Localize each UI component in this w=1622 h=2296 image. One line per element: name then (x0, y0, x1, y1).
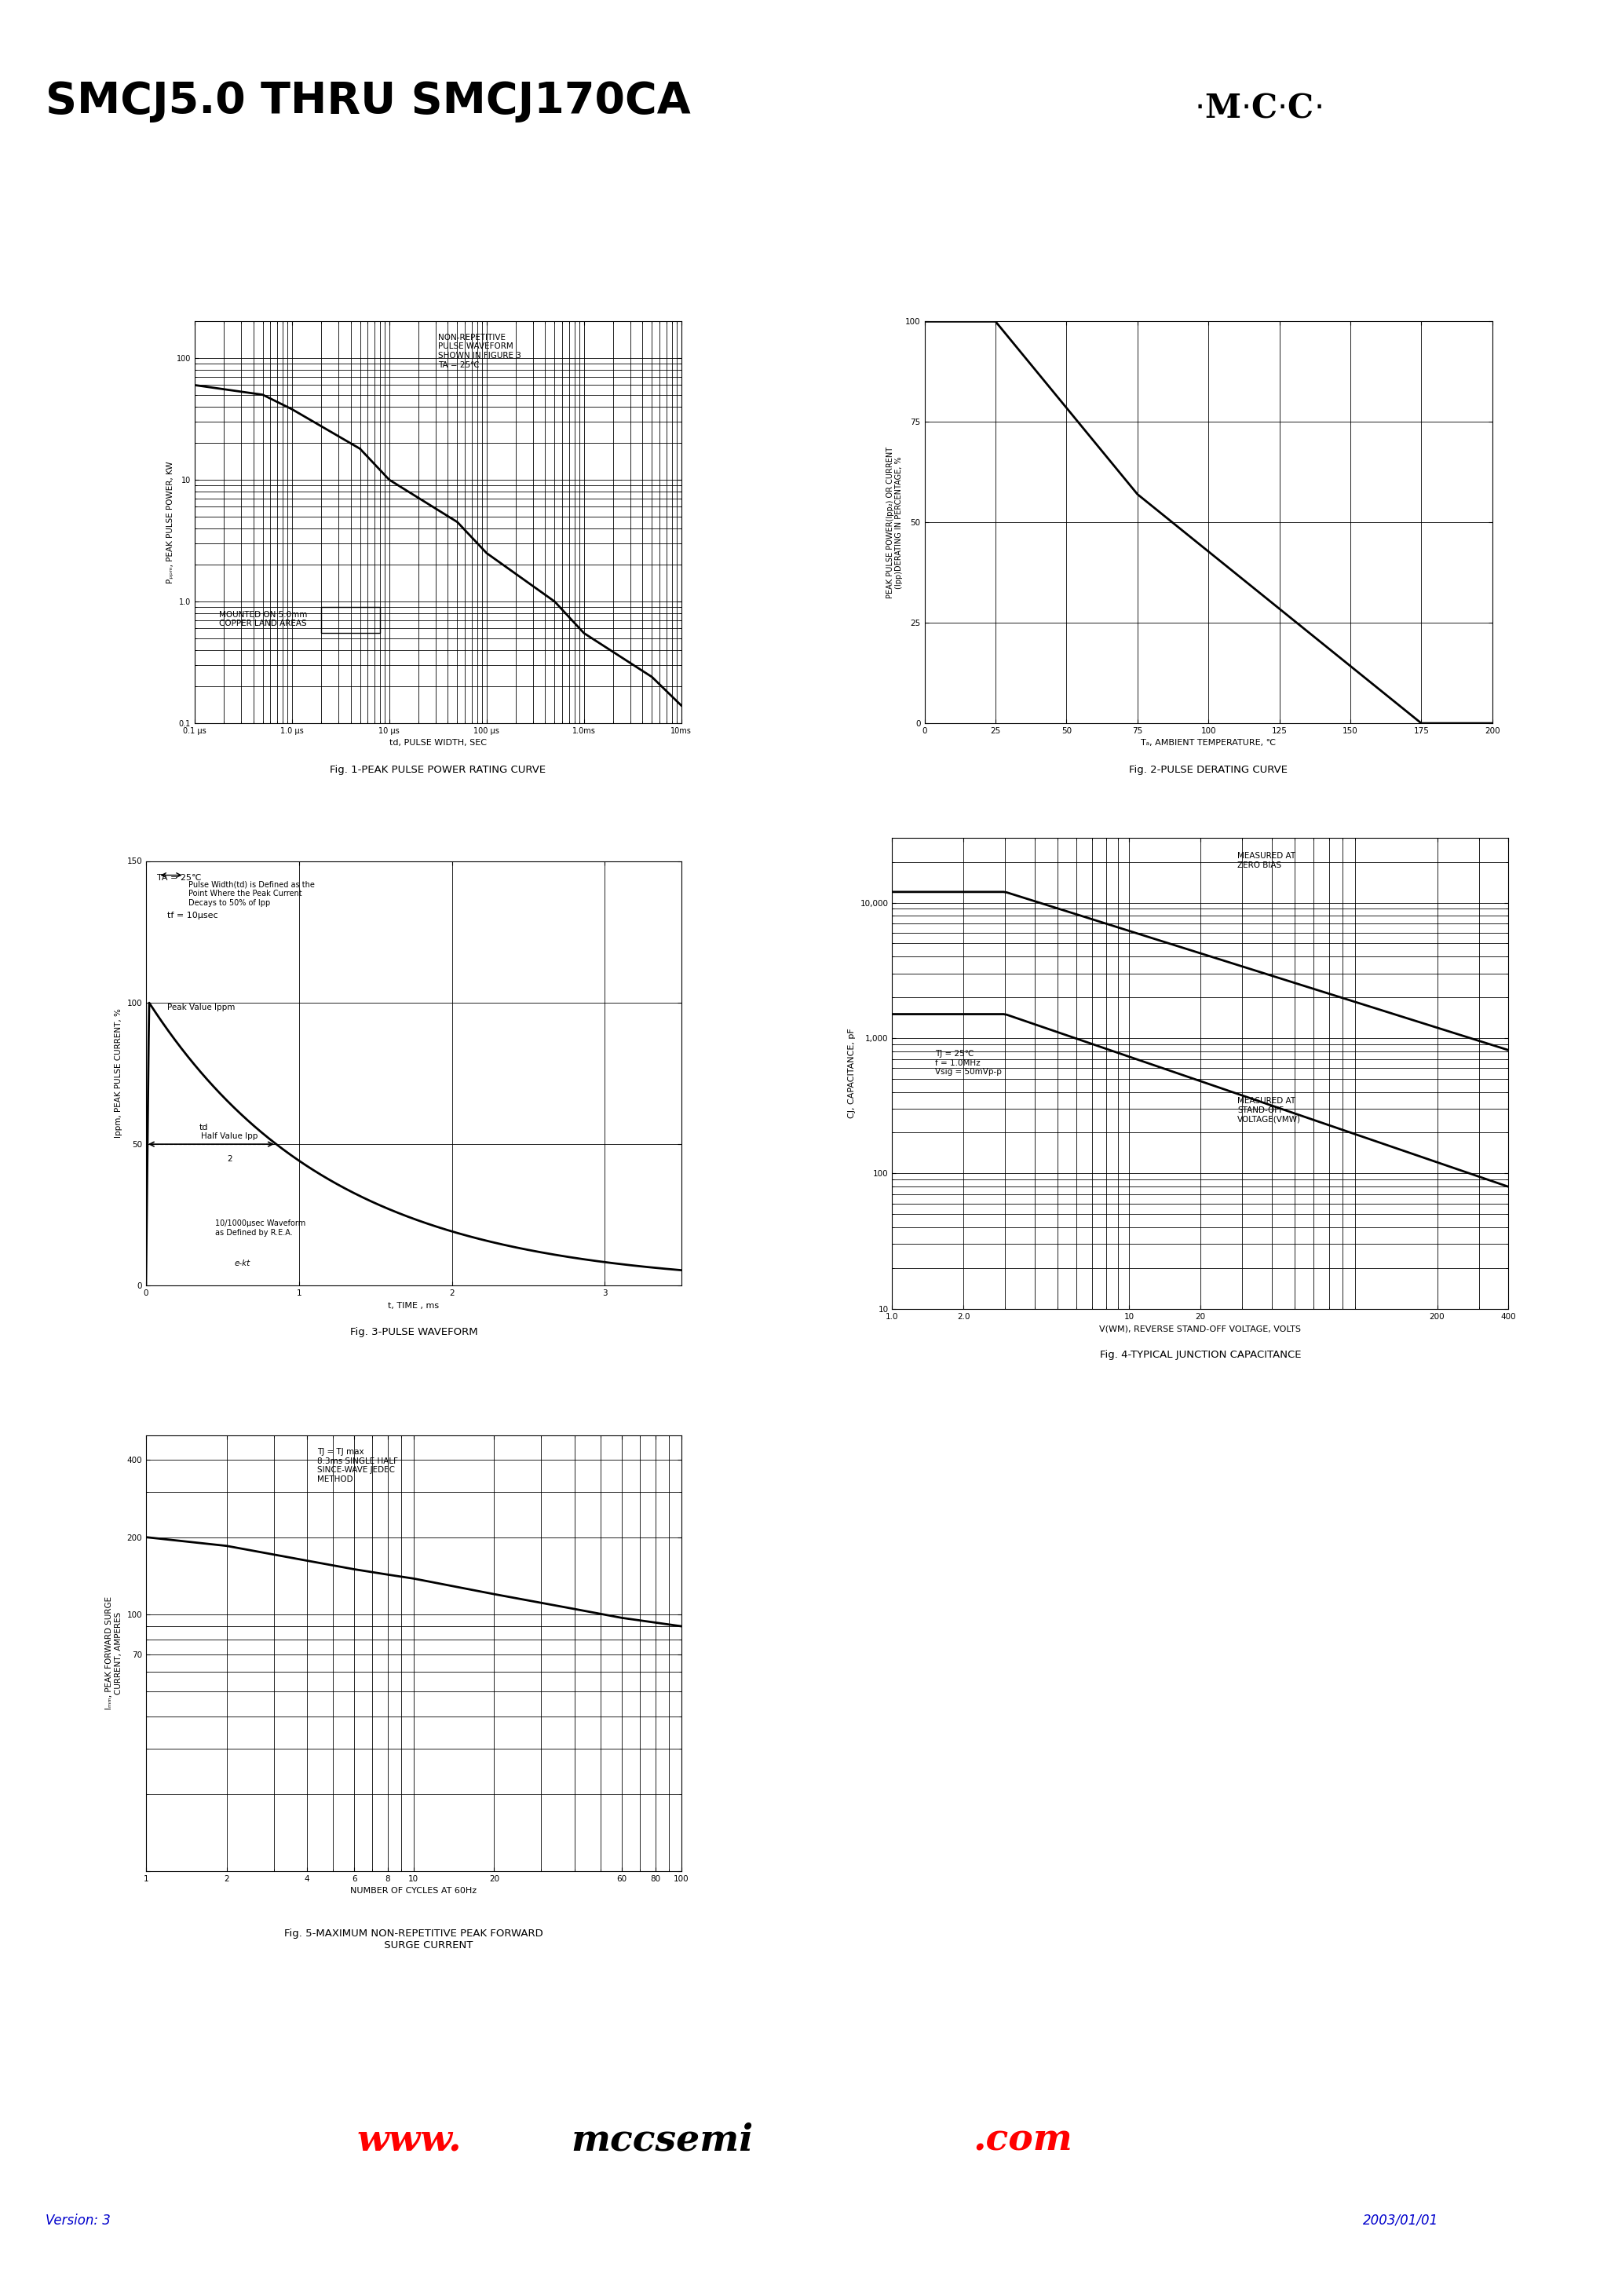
Text: NON-REPETITIVE
PULSE WAVEFORM
SHOWN IN FIGURE 3
TA = 25℃: NON-REPETITIVE PULSE WAVEFORM SHOWN IN F… (438, 333, 521, 370)
Text: Fig. 3-PULSE WAVEFORM: Fig. 3-PULSE WAVEFORM (350, 1327, 477, 1336)
Text: e-kt: e-kt (235, 1261, 250, 1267)
Text: MEASURED AT
STAND-OFF
VOLTAGE(VMW): MEASURED AT STAND-OFF VOLTAGE(VMW) (1238, 1097, 1301, 1123)
Text: $\cdot$M$\cdot$C$\cdot$C$\cdot$: $\cdot$M$\cdot$C$\cdot$C$\cdot$ (1194, 92, 1322, 124)
X-axis label: t, TIME , ms: t, TIME , ms (388, 1302, 440, 1309)
Y-axis label: Iₘₘ, PEAK FORWARD SURGE
CURRENT, AMPERES: Iₘₘ, PEAK FORWARD SURGE CURRENT, AMPERES (105, 1596, 122, 1711)
Text: www.: www. (357, 2122, 462, 2158)
Text: mccsemi: mccsemi (571, 2122, 753, 2158)
Text: TJ = TJ max
8.3ms SINGLE HALF
SINCE-WAVE JEDEC
METHOD: TJ = TJ max 8.3ms SINGLE HALF SINCE-WAVE… (318, 1449, 397, 1483)
Text: .com: .com (973, 2122, 1072, 2158)
Y-axis label: CJ, CAPACITANCE, pF: CJ, CAPACITANCE, pF (848, 1029, 856, 1118)
Text: 10/1000μsec Waveform
as Defined by R.E.A.: 10/1000μsec Waveform as Defined by R.E.A… (214, 1219, 305, 1235)
Text: Fig. 5-MAXIMUM NON-REPETITIVE PEAK FORWARD
         SURGE CURRENT: Fig. 5-MAXIMUM NON-REPETITIVE PEAK FORWA… (284, 1929, 543, 1952)
Text: tf = 10μsec: tf = 10μsec (167, 912, 217, 921)
X-axis label: NUMBER OF CYCLES AT 60Hz: NUMBER OF CYCLES AT 60Hz (350, 1887, 477, 1894)
Text: Peak Value Ippm: Peak Value Ippm (167, 1003, 235, 1010)
Text: SMCJ5.0 THRU SMCJ170CA: SMCJ5.0 THRU SMCJ170CA (45, 80, 691, 122)
Text: Version: 3: Version: 3 (45, 2213, 110, 2227)
X-axis label: td, PULSE WIDTH, SEC: td, PULSE WIDTH, SEC (389, 739, 487, 746)
Text: TJ = 25℃
f = 1.0MHz
Vsig = 50mVp-p: TJ = 25℃ f = 1.0MHz Vsig = 50mVp-p (936, 1049, 1002, 1077)
Text: 2003/01/01: 2003/01/01 (1362, 2213, 1439, 2227)
Text: Half Value Ipp: Half Value Ipp (201, 1132, 258, 1141)
Text: Fig. 4-TYPICAL JUNCTION CAPACITANCE: Fig. 4-TYPICAL JUNCTION CAPACITANCE (1100, 1350, 1301, 1359)
X-axis label: Tₐ, AMBIENT TEMPERATURE, ℃: Tₐ, AMBIENT TEMPERATURE, ℃ (1140, 739, 1277, 746)
Text: Fig. 1-PEAK PULSE POWER RATING CURVE: Fig. 1-PEAK PULSE POWER RATING CURVE (329, 765, 547, 774)
Y-axis label: Ippm, PEAK PULSE CURRENT, %: Ippm, PEAK PULSE CURRENT, % (115, 1008, 122, 1139)
FancyBboxPatch shape (321, 606, 380, 634)
Text: td: td (200, 1123, 208, 1132)
X-axis label: V(WM), REVERSE STAND-OFF VOLTAGE, VOLTS: V(WM), REVERSE STAND-OFF VOLTAGE, VOLTS (1100, 1325, 1301, 1332)
Y-axis label: Pₚₚₘ, PEAK PULSE POWER, KW: Pₚₚₘ, PEAK PULSE POWER, KW (167, 461, 174, 583)
Text: Pulse Width(td) is Defined as the
Point Where the Peak Current
Decays to 50% of : Pulse Width(td) is Defined as the Point … (188, 882, 315, 907)
Text: 2: 2 (227, 1155, 232, 1162)
Text: TA = 25℃: TA = 25℃ (157, 875, 201, 882)
Y-axis label: PEAK PULSE POWER(Ipp₂) OR CURRENT
(Ipp)DERATING IN PERCENTAGE, %: PEAK PULSE POWER(Ipp₂) OR CURRENT (Ipp)D… (886, 445, 903, 599)
Text: MOUNTED ON 5.0mm
COPPER LAND AREAS: MOUNTED ON 5.0mm COPPER LAND AREAS (219, 611, 307, 627)
Text: Fig. 2-PULSE DERATING CURVE: Fig. 2-PULSE DERATING CURVE (1129, 765, 1288, 774)
Text: MEASURED AT
ZERO BIAS: MEASURED AT ZERO BIAS (1238, 852, 1296, 870)
